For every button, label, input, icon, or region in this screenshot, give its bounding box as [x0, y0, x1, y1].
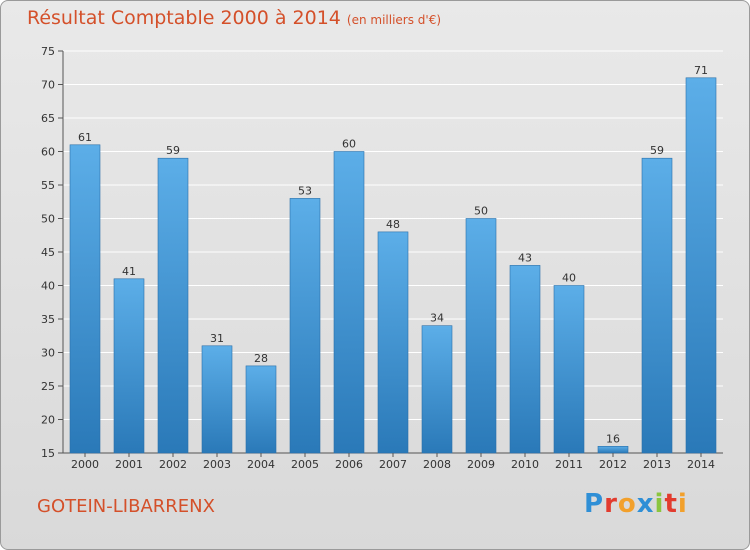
- data-label: 50: [474, 205, 488, 218]
- data-label: 28: [254, 352, 268, 365]
- x-tick-label: 2001: [115, 458, 143, 471]
- bar: [553, 285, 585, 454]
- x-tick-label: 2007: [379, 458, 407, 471]
- chart-subtitle: (en milliers d'€): [346, 13, 442, 27]
- logo-letter: t: [664, 489, 678, 519]
- data-label: 59: [166, 144, 180, 157]
- bar: [245, 365, 277, 454]
- bar: [69, 144, 101, 454]
- y-tick-label: 15: [41, 447, 55, 460]
- data-label: 16: [606, 432, 620, 445]
- y-tick-label: 55: [41, 179, 55, 192]
- data-label: 34: [430, 312, 444, 325]
- logo-letter: i: [677, 489, 688, 519]
- x-tick-label: 2012: [599, 458, 627, 471]
- bar: [597, 445, 629, 454]
- data-label: 43: [518, 251, 532, 264]
- chart-title-text: Résultat Comptable 2000 à 2014: [27, 7, 341, 29]
- data-label: 41: [122, 265, 136, 278]
- bar: [113, 278, 145, 454]
- data-label: 71: [694, 64, 708, 77]
- y-tick-label: 60: [41, 146, 55, 159]
- x-tick-label: 2009: [467, 458, 495, 471]
- logo-letter: x: [636, 489, 655, 519]
- logo-letter: r: [604, 489, 618, 519]
- logo-letter: i: [654, 489, 665, 519]
- bar: [509, 265, 541, 454]
- y-tick-label: 25: [41, 380, 55, 393]
- x-tick-label: 2003: [203, 458, 231, 471]
- commune-name: GOTEIN-LIBARRENX: [37, 496, 215, 517]
- chart-title: Résultat Comptable 2000 à 2014 (en millie…: [27, 7, 441, 29]
- bar: [157, 157, 189, 454]
- data-label: 61: [78, 131, 92, 144]
- data-label: 48: [386, 218, 400, 231]
- proxiti-logo: Proxiti: [584, 489, 688, 519]
- data-label: 53: [298, 184, 312, 197]
- x-tick-label: 2014: [687, 458, 715, 471]
- x-tick-label: 2013: [643, 458, 671, 471]
- data-label: 59: [650, 144, 664, 157]
- x-tick-label: 2010: [511, 458, 539, 471]
- bar: [421, 325, 453, 454]
- bar: [685, 77, 717, 454]
- y-tick-label: 65: [41, 112, 55, 125]
- data-label: 60: [342, 138, 356, 151]
- bar: [201, 345, 233, 454]
- y-tick-label: 50: [41, 213, 55, 226]
- y-tick-label: 30: [41, 347, 55, 360]
- logo-letter: P: [584, 489, 605, 519]
- x-tick-label: 2005: [291, 458, 319, 471]
- x-tick-label: 2004: [247, 458, 275, 471]
- x-tick-label: 2008: [423, 458, 451, 471]
- y-tick-label: 20: [41, 414, 55, 427]
- bar: [333, 151, 365, 454]
- x-tick-label: 2002: [159, 458, 187, 471]
- y-tick-label: 75: [41, 45, 55, 58]
- y-tick-label: 40: [41, 280, 55, 293]
- x-tick-label: 2011: [555, 458, 583, 471]
- y-tick-label: 70: [41, 79, 55, 92]
- y-tick-label: 35: [41, 313, 55, 326]
- data-label: 40: [562, 272, 576, 285]
- bar: [289, 198, 321, 454]
- bar: [641, 157, 673, 454]
- y-tick-label: 45: [41, 246, 55, 259]
- data-label: 31: [210, 332, 224, 345]
- x-tick-label: 2006: [335, 458, 363, 471]
- bar: [377, 231, 409, 454]
- bar: [465, 218, 497, 454]
- logo-letter: o: [617, 489, 637, 519]
- x-tick-label: 2000: [71, 458, 99, 471]
